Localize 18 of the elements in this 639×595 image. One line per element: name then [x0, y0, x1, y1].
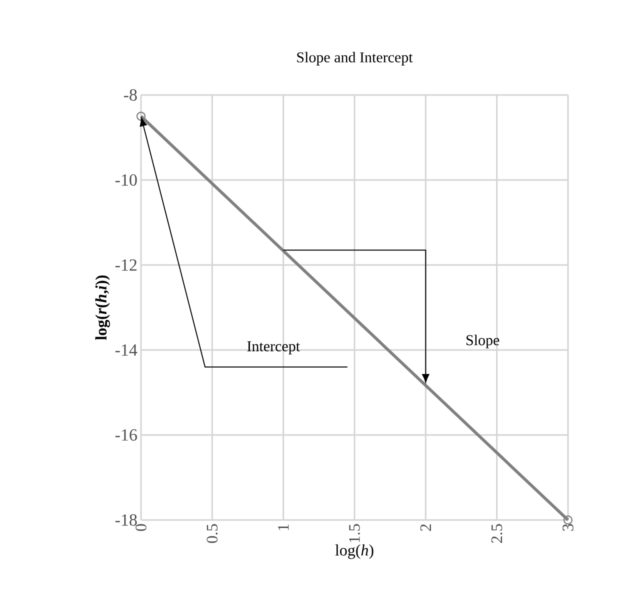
x-tick-label: 1 — [278, 524, 289, 530]
x-tick-label: 0.5 — [206, 524, 218, 543]
x-tick-label: 2 — [420, 524, 431, 531]
y-tick-label: -18 — [115, 514, 137, 526]
y-tick-label: -16 — [115, 429, 137, 441]
annotation: Slope — [466, 334, 500, 348]
x-axis-title: log(h) — [335, 544, 374, 559]
x-tick-label: 3 — [562, 524, 574, 531]
x-tick-label: 2.5 — [491, 524, 502, 543]
x-tick-label: 1.5 — [349, 524, 360, 542]
y-tick-label: -14 — [115, 344, 138, 356]
y-tick-label: -10 — [115, 174, 137, 186]
annotation: Intercept — [247, 341, 300, 354]
y-tick-label: -8 — [124, 89, 137, 101]
chart-title: Slope and Intercept — [297, 52, 413, 66]
y-axis-title: log(r(h,i)) — [95, 275, 110, 340]
y-tick-label: -12 — [115, 259, 137, 271]
x-tick-label: 0 — [136, 524, 146, 531]
